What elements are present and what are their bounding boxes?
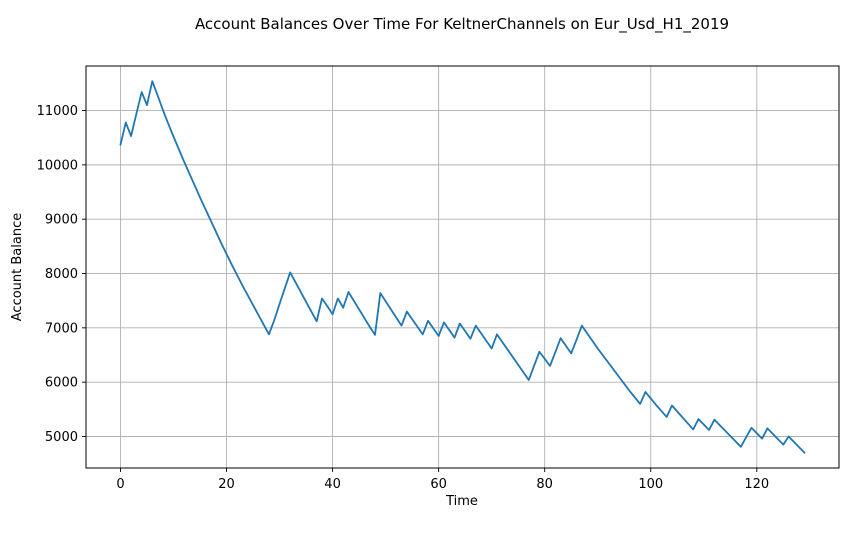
y-tick-label: 9000 bbox=[45, 213, 78, 228]
plot-background bbox=[86, 66, 839, 468]
x-tick-label: 60 bbox=[430, 477, 447, 492]
y-tick-label: 11000 bbox=[37, 104, 78, 119]
series-line-group bbox=[119, 80, 806, 454]
y-tick-label: 5000 bbox=[45, 430, 78, 445]
y-axis-title: Account Balance bbox=[10, 213, 25, 321]
x-tick-label: 80 bbox=[536, 477, 553, 492]
chart-title: Account Balances Over Time For KeltnerCh… bbox=[195, 15, 729, 34]
series-line bbox=[119, 80, 806, 454]
x-tick-label: 120 bbox=[744, 477, 769, 492]
ticks: 0 20 40 60 80 100 120 5000 6000 7000 8000 9000 10000… bbox=[37, 104, 770, 492]
y-tick-label: 7000 bbox=[45, 321, 78, 336]
grid bbox=[86, 66, 839, 468]
x-tick-label: 0 bbox=[116, 477, 124, 492]
x-tick-label: 20 bbox=[218, 477, 235, 492]
x-tick-label: 100 bbox=[638, 477, 663, 492]
y-tick-label: 6000 bbox=[45, 376, 78, 391]
x-tick-label: 40 bbox=[324, 477, 341, 492]
y-tick-label: 8000 bbox=[45, 267, 78, 282]
y-tick-label: 10000 bbox=[37, 158, 78, 173]
x-axis-title: Time bbox=[445, 494, 478, 509]
plot-frame bbox=[85, 65, 840, 469]
